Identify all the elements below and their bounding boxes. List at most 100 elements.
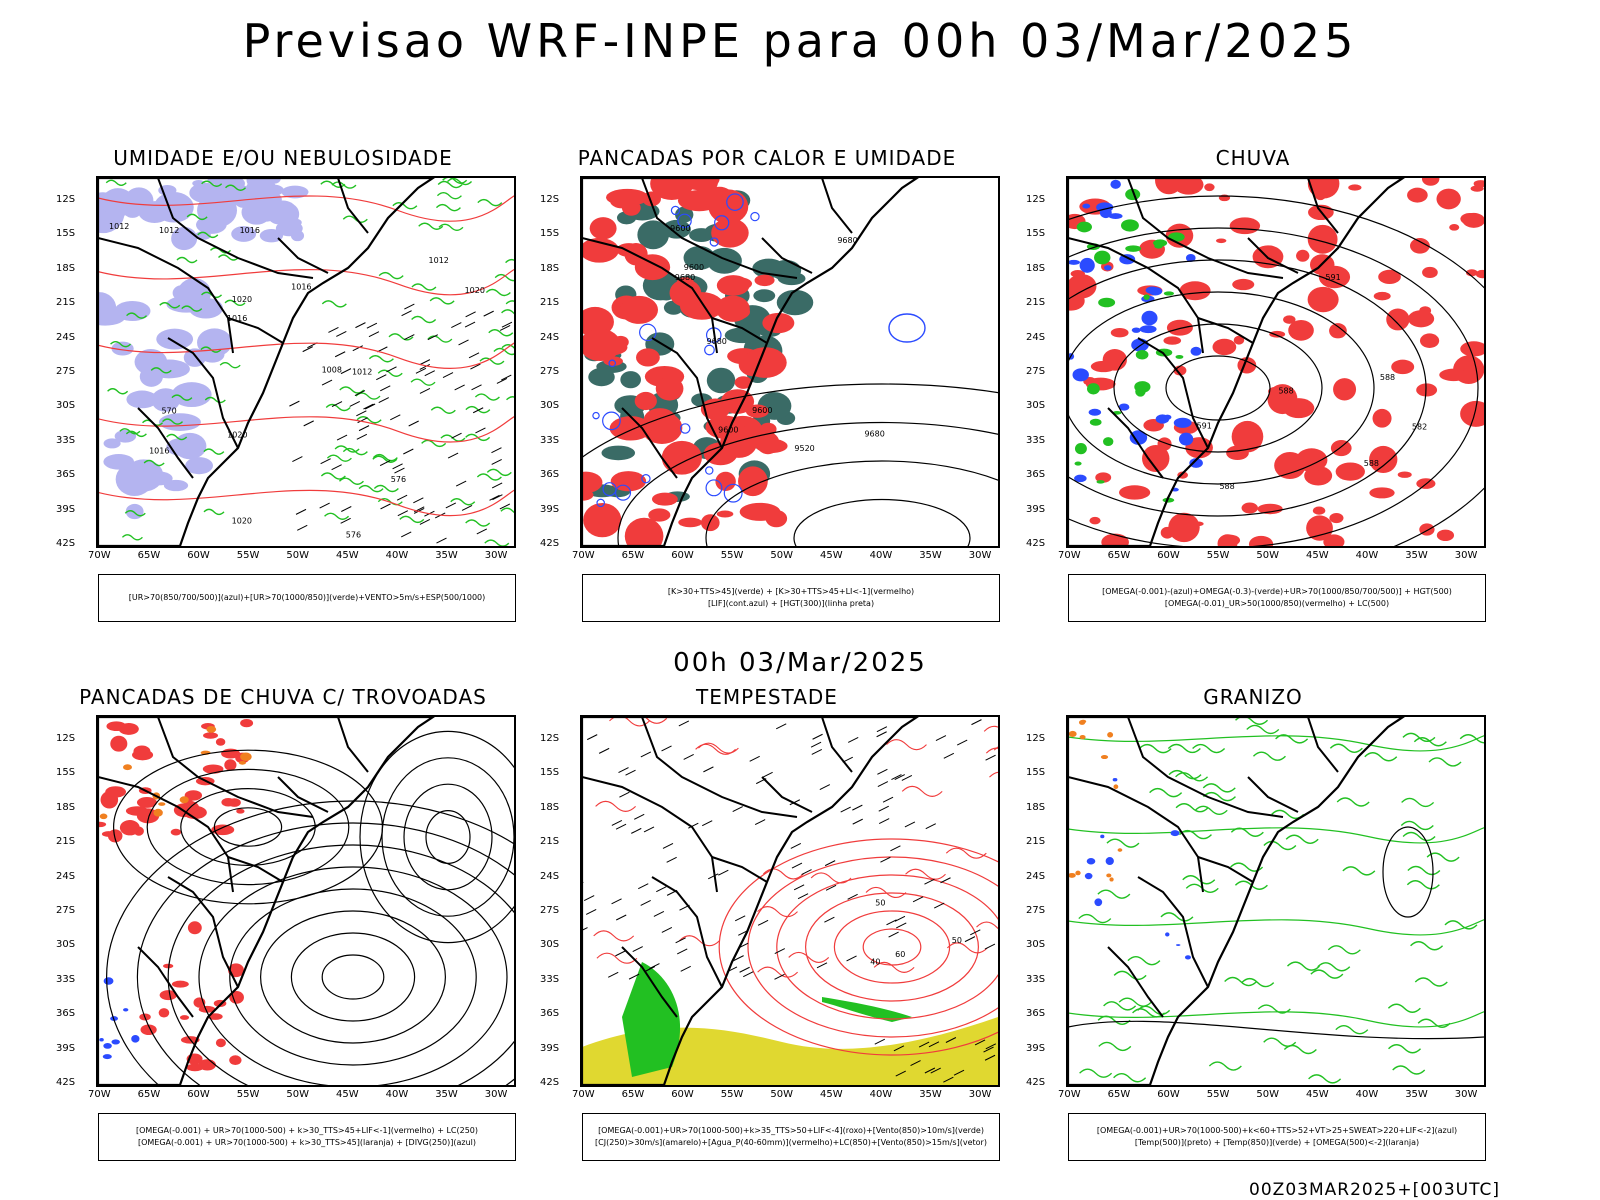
wind-vector xyxy=(356,410,367,417)
wind-vector xyxy=(331,401,343,408)
rain-red-field xyxy=(1102,348,1127,371)
legend-line: [OMEGA(-0.001)+UR>70(1000-500)+k>35_TTS>… xyxy=(598,1126,984,1135)
rain-red-field xyxy=(1110,328,1129,338)
rain-red-field xyxy=(1422,266,1438,279)
temp850-contour xyxy=(1388,1044,1422,1054)
temp850-contour xyxy=(1402,831,1436,842)
contour-label: 1020 xyxy=(465,286,485,295)
omega-orange-field xyxy=(1075,870,1081,876)
hgt500-contour xyxy=(1068,291,1375,485)
x-tick-label: 55W xyxy=(720,550,744,561)
wind-vector xyxy=(496,378,508,384)
wind-vector xyxy=(598,747,610,754)
wind-vector xyxy=(386,366,397,373)
storm-red-field xyxy=(107,829,123,843)
temp850-contour xyxy=(1106,838,1140,848)
rain-blue-field xyxy=(1082,203,1091,209)
humidity-green-contour xyxy=(197,231,219,239)
y-tick-label: 36S xyxy=(540,469,560,481)
wind-vector xyxy=(334,351,346,358)
wind-vector xyxy=(762,771,773,778)
humidity-green-contour xyxy=(355,392,381,400)
x-tick-label: 35W xyxy=(1405,550,1428,561)
temp850-contour xyxy=(1137,1005,1171,1016)
wind-vector xyxy=(380,385,391,392)
rain-green-field xyxy=(1135,349,1149,360)
humidity-blue-field xyxy=(147,359,190,379)
y-tick-label: 39S xyxy=(56,503,76,515)
humidity-green-contour xyxy=(435,203,461,212)
wind-vector xyxy=(985,754,996,761)
rain-red-field xyxy=(1233,335,1245,345)
wind-vector xyxy=(701,820,713,827)
country-border xyxy=(1137,337,1209,449)
water-vapor-contour xyxy=(805,892,980,1002)
x-tick-label: 30W xyxy=(1454,1089,1478,1100)
wind-vector xyxy=(757,919,769,926)
wind-vector xyxy=(619,791,630,798)
humidity-green-contour xyxy=(477,198,503,207)
wind-vector xyxy=(295,508,307,515)
rain-red-field xyxy=(1204,183,1215,192)
wind-vector xyxy=(355,322,366,329)
x-tick-label: 35W xyxy=(435,550,458,561)
x-tick-label: 65W xyxy=(1107,550,1131,561)
humidity-blue-field xyxy=(156,328,194,350)
wind-vector xyxy=(611,898,622,905)
wind-vector xyxy=(678,720,690,727)
lif-contour xyxy=(726,193,744,211)
wind-vector xyxy=(644,966,656,972)
instability-red-field xyxy=(624,517,664,546)
x-tick-label: 65W xyxy=(621,1089,645,1100)
rain-blue-field xyxy=(1118,403,1130,411)
wind-vector xyxy=(408,420,419,427)
rain-red-field xyxy=(1436,529,1455,542)
divergence-blue-field xyxy=(103,1043,112,1049)
rain-red-field xyxy=(1306,515,1333,541)
wind-vector xyxy=(661,927,673,933)
rain-red-field xyxy=(1119,485,1151,500)
rain-blue-field xyxy=(1163,414,1172,420)
wind-vector xyxy=(357,417,368,424)
instability-red-field xyxy=(634,391,657,411)
lif-contour xyxy=(608,359,616,368)
legend-line: [OMEGA(-0.001)+UR>70(1000-500)+k<60+TTS>… xyxy=(1096,1126,1458,1135)
x-tick-label: 70W xyxy=(88,550,111,561)
wind-vector xyxy=(953,1069,965,1076)
wind-vector xyxy=(812,733,823,740)
temp850-contour xyxy=(1410,941,1444,951)
storm-red-field xyxy=(140,1024,157,1036)
wind-vector xyxy=(893,1045,905,1052)
wind-vector xyxy=(666,856,677,863)
temp850-contour xyxy=(1113,1073,1147,1083)
humidity-green-contour xyxy=(326,454,352,462)
instability-green-field xyxy=(777,271,806,286)
y-tick-label: 21S xyxy=(540,836,560,848)
rain-red-field xyxy=(1330,440,1352,457)
wind-vector xyxy=(501,374,512,381)
instability-red-field xyxy=(678,517,703,528)
wind-vector xyxy=(688,822,699,829)
panel-title: PANCADAS DE CHUVA C/ TROVOADAS xyxy=(79,685,487,709)
x-tick-label: 40W xyxy=(869,1089,893,1100)
rain-red-field xyxy=(1179,281,1211,301)
water-vapor-contour xyxy=(718,838,998,1056)
wind-vector xyxy=(491,447,502,454)
water-vapor-contour xyxy=(989,771,998,778)
y-tick-label: 30S xyxy=(56,939,76,951)
x-tick-label: 40W xyxy=(385,1089,409,1100)
x-tick-label: 55W xyxy=(236,1089,260,1100)
contour-label: 9600 xyxy=(752,406,772,415)
wind-vector xyxy=(340,368,352,375)
wind-vector xyxy=(633,813,645,820)
rain-red-field xyxy=(1436,188,1461,210)
humidity-blue-field xyxy=(235,195,253,208)
storm-red-field xyxy=(240,718,254,728)
footer-run-stamp: 00Z03MAR2025+[003UTC] xyxy=(1249,1180,1500,1200)
temp850-contour xyxy=(1406,880,1440,890)
hail-blue-field xyxy=(1100,834,1105,839)
humidity-green-contour xyxy=(219,361,241,369)
country-border xyxy=(1127,178,1284,279)
wind-vector xyxy=(376,374,387,381)
